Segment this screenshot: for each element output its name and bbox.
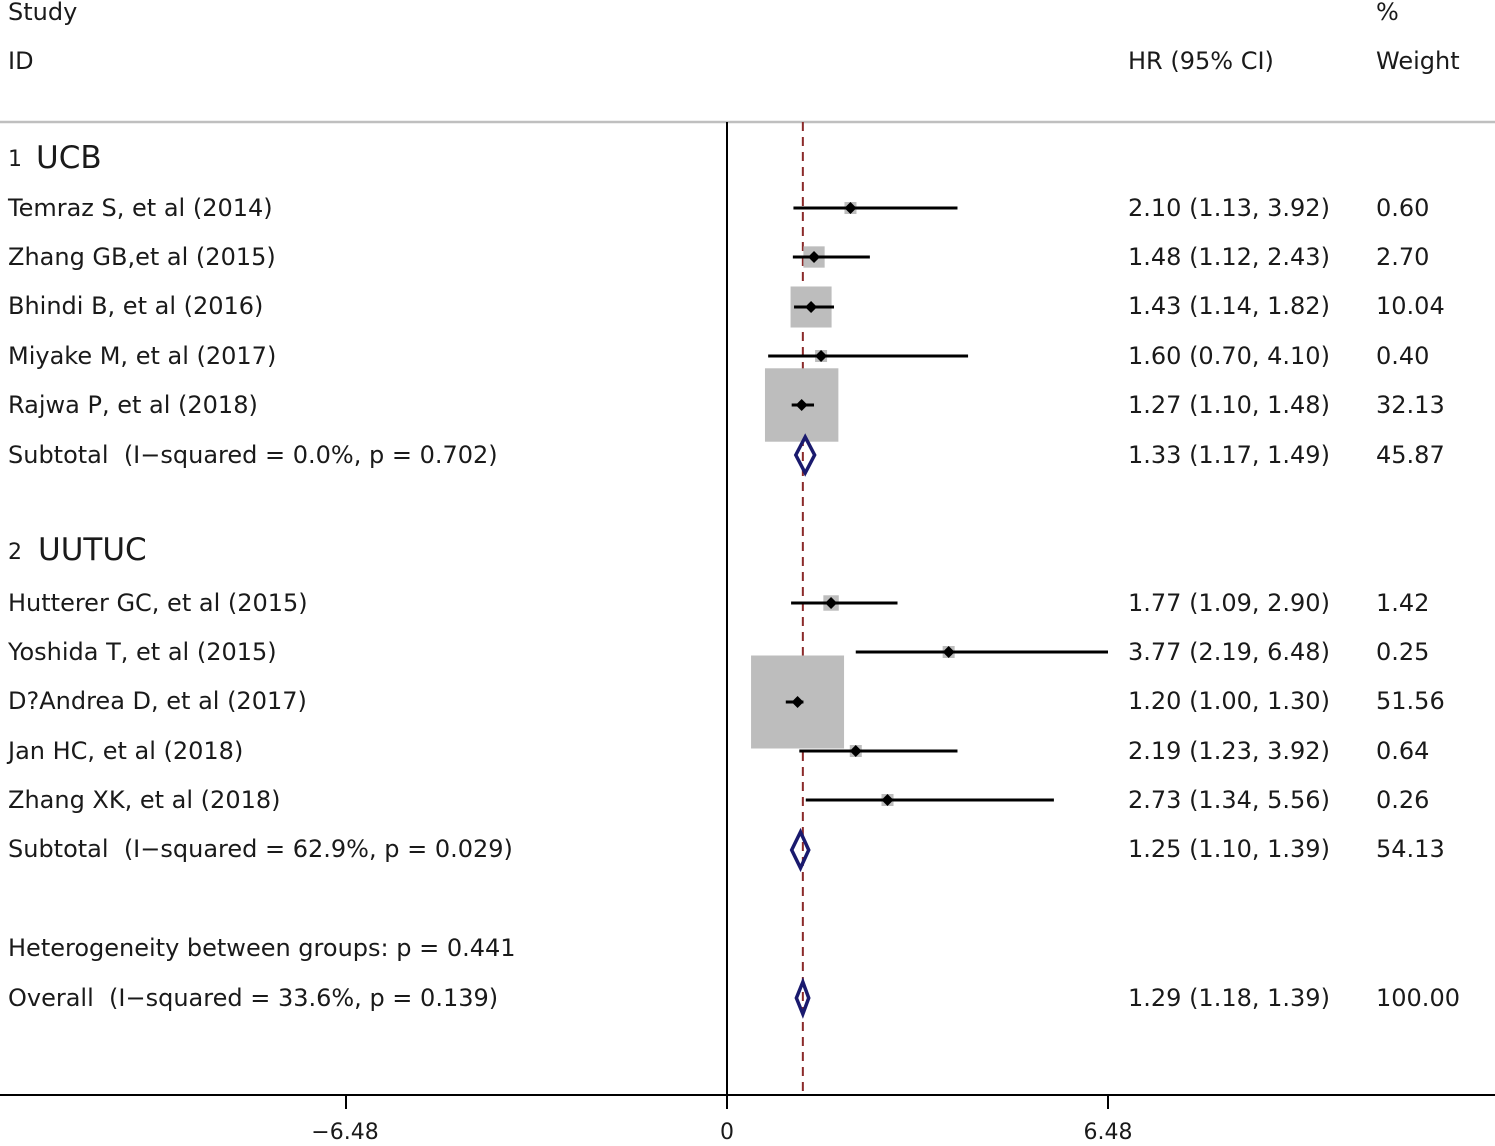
study-label: Zhang GB,et al (2015)	[8, 243, 276, 271]
study-label: Yoshida T, et al (2015)	[8, 638, 277, 666]
heterogeneity-label: Heterogeneity between groups: p = 0.441	[8, 934, 516, 962]
study-label: Temraz S, et al (2014)	[8, 194, 273, 222]
study-hr: 2.19 (1.23, 3.92)	[1128, 737, 1330, 765]
study-hr: 2.10 (1.13, 3.92)	[1128, 194, 1330, 222]
point-estimate	[808, 251, 821, 263]
percent-header: %	[1376, 0, 1399, 26]
study-label: D?Andrea D, et al (2017)	[8, 687, 307, 715]
study-hr: 1.20 (1.00, 1.30)	[1128, 687, 1330, 715]
point-estimate	[881, 794, 894, 806]
x-tick-label: 0	[720, 1120, 734, 1145]
study-weight: 51.56	[1376, 687, 1445, 715]
study-weight: 2.70	[1376, 243, 1430, 271]
point-estimate	[849, 745, 862, 757]
study-weight: 10.04	[1376, 292, 1445, 320]
point-estimate	[791, 696, 804, 708]
point-estimate	[795, 399, 808, 411]
group-number: 2	[8, 540, 22, 565]
subtotal-hr: 1.25 (1.10, 1.39)	[1128, 835, 1330, 863]
weight-header: Weight	[1376, 47, 1460, 75]
study-weight: 0.60	[1376, 194, 1430, 222]
overall-hr: 1.29 (1.18, 1.39)	[1128, 984, 1330, 1012]
point-estimate	[825, 597, 838, 609]
subtotal-label: Subtotal (I−squared = 0.0%, p = 0.702)	[8, 441, 498, 469]
point-estimate	[815, 350, 828, 362]
subtotal-weight: 54.13	[1376, 835, 1445, 863]
point-estimate	[805, 301, 818, 313]
study-label: Rajwa P, et al (2018)	[8, 391, 258, 419]
study-hr: 1.48 (1.12, 2.43)	[1128, 243, 1330, 271]
study-weight: 32.13	[1376, 391, 1445, 419]
overall-weight: 100.00	[1376, 984, 1460, 1012]
subtotal-label: Subtotal (I−squared = 62.9%, p = 0.029)	[8, 835, 513, 863]
study-hr: 1.77 (1.09, 2.90)	[1128, 589, 1330, 617]
study-label: Hutterer GC, et al (2015)	[8, 589, 308, 617]
group-name: UUTUC	[38, 532, 147, 568]
subtotal-diamond	[793, 433, 817, 477]
study-weight: 1.42	[1376, 589, 1430, 617]
study-weight: 0.26	[1376, 786, 1430, 814]
x-tick-label: −6.48	[311, 1120, 379, 1145]
subtotal-hr: 1.33 (1.17, 1.49)	[1128, 441, 1330, 469]
study-hr: 1.27 (1.10, 1.48)	[1128, 391, 1330, 419]
hr-header: HR (95% CI)	[1128, 47, 1274, 75]
study-hr: 3.77 (2.19, 6.48)	[1128, 638, 1330, 666]
group-number: 1	[8, 147, 22, 172]
study-label: Bhindi B, et al (2016)	[8, 292, 264, 320]
study-hr: 2.73 (1.34, 5.56)	[1128, 786, 1330, 814]
study-hr: 1.60 (0.70, 4.10)	[1128, 342, 1330, 370]
point-estimate	[844, 202, 857, 214]
study-weight: 0.40	[1376, 342, 1430, 370]
x-tick-label: 6.48	[1083, 1120, 1133, 1145]
subtotal-diamond	[789, 827, 811, 873]
study-label: Miyake M, et al (2017)	[8, 342, 277, 370]
study-header: Study	[8, 0, 78, 26]
overall-diamond	[794, 977, 811, 1019]
subtotal-weight: 45.87	[1376, 441, 1445, 469]
overall-label: Overall (I−squared = 33.6%, p = 0.139)	[8, 984, 499, 1012]
point-estimate	[942, 646, 955, 658]
study-hr: 1.43 (1.14, 1.82)	[1128, 292, 1330, 320]
id-header: ID	[8, 47, 34, 75]
study-weight: 0.64	[1376, 737, 1430, 765]
group-name: UCB	[36, 140, 102, 176]
study-weight: 0.25	[1376, 638, 1430, 666]
study-label: Zhang XK, et al (2018)	[8, 786, 281, 814]
study-label: Jan HC, et al (2018)	[8, 737, 244, 765]
